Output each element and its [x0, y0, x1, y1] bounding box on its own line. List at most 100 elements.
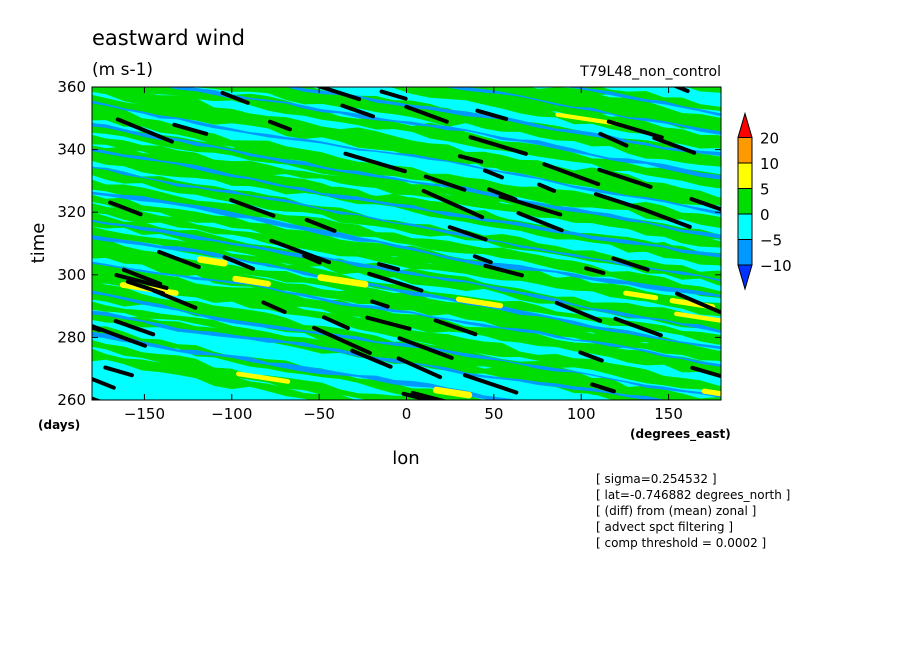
threshold-segment [537, 182, 557, 193]
threshold-segment [121, 267, 163, 286]
strong-wind-streak [432, 386, 473, 399]
threshold-segment [554, 300, 603, 323]
threshold-segment [598, 131, 629, 148]
threshold-segment [401, 391, 437, 400]
positive-streak [92, 269, 721, 393]
threshold-segment [652, 135, 697, 155]
positive-streak [92, 226, 721, 345]
positive-streak [92, 263, 721, 375]
negative-streak [92, 166, 721, 282]
x-tick-label: −150 [124, 405, 165, 423]
x-tick-label: 100 [567, 405, 596, 423]
threshold-segment [634, 204, 692, 229]
threshold-segment [472, 254, 493, 265]
threshold-segment [367, 271, 424, 293]
y-tick-label: 340 [57, 141, 86, 159]
colorbar-label: 20 [760, 130, 779, 148]
negative-streak [92, 123, 721, 239]
note-line: [ advect spct filtering ] [596, 520, 733, 534]
threshold-segment [584, 266, 606, 275]
threshold-segment [103, 365, 134, 378]
colorbar-label: −10 [760, 257, 792, 275]
positive-streak [194, 87, 721, 167]
threshold-segment [302, 253, 322, 265]
threshold-segment [457, 154, 484, 164]
threshold-segment [379, 89, 408, 101]
y-axis-title: time [28, 223, 49, 264]
negative-streak [92, 219, 721, 333]
threshold-segment [483, 263, 524, 278]
x-axis: −150 −100 −50 0 50 100 150 [124, 87, 683, 423]
y-tick-label: 360 [57, 78, 86, 96]
threshold-segment [370, 299, 390, 309]
strong-wind-streak [701, 388, 721, 397]
threshold-segment [229, 198, 276, 218]
x-tick-label: 0 [402, 405, 412, 423]
positive-streak [387, 87, 721, 149]
colorbar-segment [737, 162, 753, 189]
threshold-segment [269, 238, 332, 265]
positive-streak [686, 87, 721, 93]
threshold-segment [92, 323, 148, 348]
note-line: [ (diff) from (mean) zonal ] [596, 504, 756, 518]
threshold-segment [462, 373, 519, 395]
colorbar-bottom-arrow [737, 264, 753, 291]
threshold-segment [690, 365, 721, 379]
threshold-segment [222, 255, 255, 271]
threshold-segment [321, 315, 350, 331]
threshold-segment [689, 197, 721, 212]
threshold-segment [92, 376, 116, 390]
chart-title: eastward wind [92, 26, 245, 50]
positive-streak [92, 238, 721, 357]
threshold-segment [396, 356, 443, 380]
x-tick-label: −50 [303, 405, 335, 423]
threshold-segment [410, 390, 448, 400]
threshold-segment [115, 117, 174, 144]
positive-streak [92, 122, 721, 241]
positive-streak [92, 245, 721, 362]
positive-streak [92, 104, 721, 229]
positive-streak [92, 326, 484, 400]
threshold-segment [113, 319, 156, 337]
colorbar-label: 0 [760, 206, 770, 224]
positive-streak [92, 203, 721, 317]
colorbar-segment [737, 188, 753, 215]
threshold-segment [593, 192, 645, 212]
colorbar-label: 5 [760, 181, 770, 199]
y-units: (days) [38, 418, 80, 432]
x-units: (degrees_east) [630, 427, 731, 442]
threshold-segment [172, 122, 209, 136]
y-tick-label: 260 [57, 391, 86, 409]
y-axis: 260 280 300 320 340 360 [57, 78, 721, 409]
negative-streak [167, 87, 721, 180]
threshold-segment [376, 262, 401, 272]
colorbar-top-arrow [737, 111, 753, 138]
threshold-segment [672, 87, 690, 94]
strong-wind-streak [317, 274, 369, 288]
threshold-segment [220, 90, 250, 105]
x-tick-label: 150 [654, 405, 683, 423]
strong-wind-streak [555, 112, 619, 126]
chart-units: (m s-1) [92, 60, 153, 80]
threshold-segment [350, 348, 393, 369]
threshold-segment [613, 316, 663, 338]
y-tick-label: 320 [57, 203, 86, 221]
threshold-segment [114, 273, 169, 290]
positive-streak [92, 348, 356, 400]
y-tick-label: 280 [57, 328, 86, 346]
threshold-segment [157, 249, 201, 270]
threshold-segment [590, 382, 616, 394]
run-label: T79L48_non_control [579, 64, 721, 80]
strong-wind-streak [196, 256, 228, 267]
note-line: [ sigma=0.254532 ] [596, 472, 717, 486]
colorbar-label: 10 [760, 155, 779, 173]
negative-streak [92, 290, 721, 398]
strong-wind-streak [236, 371, 291, 384]
threshold-segment [268, 119, 292, 132]
threshold-segment [261, 300, 287, 314]
negative-streak [92, 191, 721, 298]
positive-streak [92, 152, 721, 266]
negative-streak [92, 148, 721, 258]
negative-streak [92, 234, 721, 350]
threshold-segment [151, 288, 198, 310]
